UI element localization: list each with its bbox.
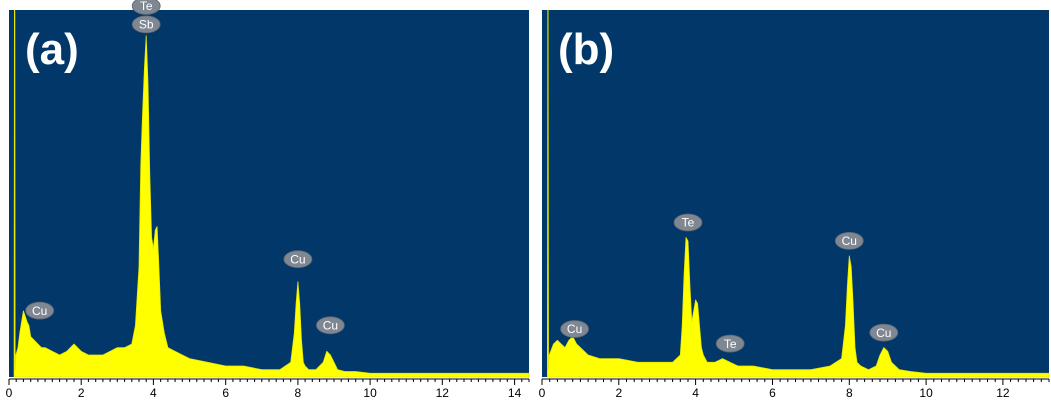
peak-label-bubble xyxy=(834,231,864,250)
peak-label-a: Cu xyxy=(25,301,55,320)
peak-label-b: Te xyxy=(673,213,703,232)
x-tick-label-a: 8 xyxy=(295,386,302,400)
peak-label-text: Cu xyxy=(567,322,582,336)
x-tick-label-a: 4 xyxy=(150,386,157,400)
x-tick-label-b: 12 xyxy=(996,386,1010,400)
x-tick-label-a: 0 xyxy=(6,386,13,400)
x-tick-label-b: 6 xyxy=(769,386,776,400)
x-tick-label-b: 8 xyxy=(846,386,853,400)
x-tick-label-a: 14 xyxy=(508,386,522,400)
x-tick-label-a: 12 xyxy=(436,386,450,400)
x-tick-label-a: 10 xyxy=(363,386,377,400)
panel-label-b: (b) xyxy=(558,25,614,74)
peak-label-bubble xyxy=(131,0,161,15)
x-tick-label-b: 0 xyxy=(539,386,546,400)
x-tick-label-b: 4 xyxy=(692,386,699,400)
peak-label-text: Te xyxy=(682,216,695,230)
x-tick-label-a: 2 xyxy=(78,386,85,400)
peak-label-bubble xyxy=(283,250,313,269)
peak-label-b: Cu xyxy=(560,320,589,338)
peak-label-b: Te xyxy=(715,334,745,353)
spectrum-panel-b: 0 2 4 6 8 10 12 Te Cu Te Cu Cu (b) xyxy=(539,0,1051,401)
spectrum-chart-a: 0 2 4 6 8 10 12 14 Te Sb Cu Cu Cu (a) xyxy=(6,0,530,400)
x-tick-label-a: 6 xyxy=(222,386,229,400)
plot-background-a xyxy=(9,10,529,377)
x-tick-label-b: 10 xyxy=(919,386,933,400)
peak-label-bubble xyxy=(131,15,161,34)
peak-label-a: Cu xyxy=(283,250,313,269)
x-tick-label-b: 2 xyxy=(615,386,622,400)
peak-label-text: Te xyxy=(140,0,153,13)
peak-label-bubble xyxy=(25,301,55,320)
peak-label-a: Cu xyxy=(315,316,345,335)
plot-background-b xyxy=(542,10,1049,377)
panel-label-a: (a) xyxy=(25,25,79,74)
spectrum-chart-b: 0 2 4 6 8 10 12 Te Cu Te Cu Cu (b) xyxy=(539,9,1050,400)
peak-label-b: Cu xyxy=(834,231,864,250)
spectrum-area-a-0 xyxy=(13,9,530,378)
peak-label-a: Sb xyxy=(131,15,161,34)
spectrum-panel-a: 0 2 4 6 8 10 12 14 Te Sb Cu Cu Cu (a) xyxy=(6,0,530,400)
peak-label-text: Cu xyxy=(876,326,891,340)
peak-label-bubble xyxy=(560,320,589,338)
peak-label-text: Cu xyxy=(290,252,305,266)
peak-label-bubble xyxy=(315,316,345,335)
peak-label-text: Cu xyxy=(32,304,47,318)
peak-label-text: Te xyxy=(724,337,737,351)
peak-label-b: Cu xyxy=(869,323,899,342)
peak-label-bubble xyxy=(869,323,899,342)
peak-label-bubble xyxy=(673,213,703,232)
peak-label-text: Cu xyxy=(323,319,338,333)
peak-label-a: Te xyxy=(131,0,161,15)
peak-label-bubble xyxy=(715,334,745,353)
peak-label-text: Sb xyxy=(139,18,154,32)
peak-label-text: Cu xyxy=(842,234,857,248)
